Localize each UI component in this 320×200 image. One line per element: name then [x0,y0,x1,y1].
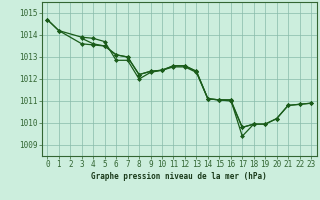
X-axis label: Graphe pression niveau de la mer (hPa): Graphe pression niveau de la mer (hPa) [91,172,267,181]
